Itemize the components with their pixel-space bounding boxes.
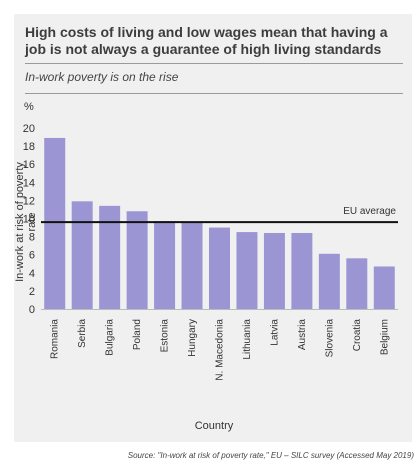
- bar-hungary: [181, 222, 203, 309]
- bar-latvia: [263, 232, 285, 309]
- bar-belgium: [373, 266, 395, 309]
- chart-panel: High costs of living and low wages mean …: [14, 14, 412, 442]
- y-tick-label: 8: [29, 232, 35, 244]
- bar-bulgaria: [99, 205, 121, 309]
- y-tick-label: 0: [29, 304, 35, 316]
- x-axis-label: Country: [194, 420, 234, 432]
- y-tick-label: 12: [23, 195, 35, 207]
- x-tick-label: Austria: [297, 319, 308, 351]
- x-tick-label: Slovenia: [324, 319, 335, 358]
- bar-n-macedonia: [209, 227, 230, 309]
- bar-slovenia: [318, 253, 340, 309]
- x-tick-label: Bulgaria: [105, 319, 116, 356]
- y-tick-label: 14: [23, 177, 35, 189]
- y-tick-label: 16: [23, 159, 35, 171]
- x-tick-label: Romania: [50, 319, 61, 359]
- chart-subtitle: In-work poverty is on the rise: [25, 70, 179, 84]
- y-tick-label: 6: [29, 250, 35, 262]
- chart-title: High costs of living and low wages mean …: [25, 24, 388, 57]
- y-tick-label: 10: [23, 214, 35, 226]
- x-tick-label: Poland: [132, 319, 143, 350]
- x-tick-label: Latvia: [269, 319, 280, 346]
- eu-average-label: EU average: [343, 206, 396, 217]
- bar-croatia: [346, 258, 368, 309]
- x-tick-label: Hungary: [187, 319, 198, 357]
- bar-serbia: [71, 201, 93, 309]
- bar-estonia: [154, 221, 176, 309]
- y-tick-label: 20: [23, 123, 35, 135]
- bar-romania: [44, 137, 66, 309]
- bar-lithuania: [236, 232, 258, 309]
- y-tick-label: 2: [29, 286, 35, 298]
- x-tick-label: Serbia: [77, 319, 88, 348]
- y-tick-label: 4: [29, 268, 35, 280]
- x-tick-label: N. Macedonia: [215, 319, 226, 381]
- title-divider: [25, 63, 403, 64]
- y-unit-label: %: [24, 101, 34, 113]
- x-tick-label: Croatia: [352, 319, 363, 352]
- bar-poland: [126, 211, 148, 309]
- bar-austria: [291, 232, 313, 309]
- x-tick-label: Estonia: [160, 319, 171, 353]
- subtitle-divider: [25, 93, 403, 94]
- y-tick-label: 18: [23, 141, 35, 153]
- source-note: Source: "In-work at risk of poverty rate…: [127, 451, 414, 460]
- bar-chart: 0 2 4 6 8 10 12 14 16 18 20 Romania Serbia Bulgaria Po…: [23, 123, 398, 381]
- x-tick-label: Belgium: [379, 319, 390, 355]
- x-tick-label: Lithuania: [242, 319, 253, 360]
